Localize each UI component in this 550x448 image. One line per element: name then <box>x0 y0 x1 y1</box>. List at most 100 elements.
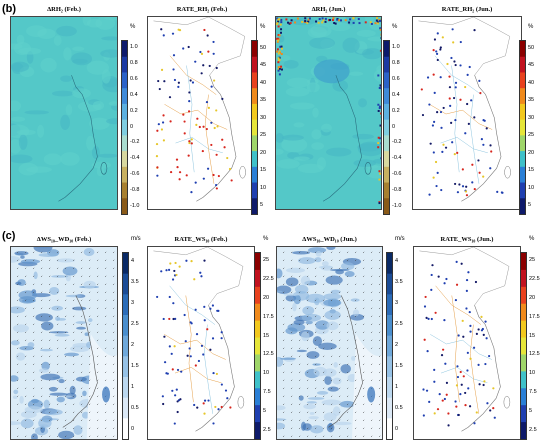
edge-noise <box>278 67 281 70</box>
wind-vector <box>354 331 357 334</box>
wind-vector <box>104 379 107 382</box>
wind-vector <box>104 371 107 374</box>
wind-vector <box>354 291 357 294</box>
station-point <box>217 174 220 178</box>
wind-vector <box>378 427 381 430</box>
wind-vector <box>64 339 67 342</box>
field-patch <box>332 406 341 417</box>
station-point <box>161 121 165 124</box>
wind-vector <box>32 427 35 430</box>
field-patch <box>277 422 286 430</box>
station-point <box>478 171 481 174</box>
station-point <box>203 28 206 32</box>
wind-vector <box>80 403 83 406</box>
sea-area <box>351 334 382 439</box>
wind-vector <box>16 411 19 414</box>
wind-vector <box>72 251 75 254</box>
wind-vector <box>338 411 341 414</box>
edge-noise <box>375 19 378 22</box>
wind-vector <box>56 419 59 422</box>
station-point <box>203 305 206 308</box>
field-patch <box>358 98 368 108</box>
field-patch <box>306 82 320 93</box>
wind-vector <box>338 371 341 374</box>
wind-vector <box>104 411 107 414</box>
colorbar-tick-label: 45 <box>528 62 535 69</box>
edge-noise <box>315 20 318 23</box>
wind-vector <box>282 251 285 254</box>
colorbar-tick-label: 4 <box>395 258 399 265</box>
field-patch <box>18 134 28 150</box>
colorbar-tick-label: 15 <box>529 332 536 339</box>
wind-vector <box>16 435 19 438</box>
wind-vector <box>378 259 381 262</box>
wind-vector <box>56 251 59 254</box>
wind-vector <box>290 347 293 350</box>
edge-noise <box>285 18 288 21</box>
wind-vector <box>322 403 325 406</box>
colorbar-tick-label: 0.5 <box>395 404 403 411</box>
edge-noise <box>336 18 339 21</box>
wind-vector <box>290 267 293 270</box>
wind-vector <box>354 283 357 286</box>
wind-vector <box>56 403 59 406</box>
wind-vector <box>362 283 365 286</box>
wind-vector <box>346 435 349 438</box>
station-point <box>162 139 166 142</box>
wind-vector <box>96 275 99 278</box>
edge-noise <box>277 61 280 64</box>
field-patch <box>26 166 52 173</box>
field-patch <box>72 306 87 311</box>
colorbar-segment <box>387 356 392 378</box>
edge-noise <box>277 57 280 60</box>
wind-vector <box>322 387 325 390</box>
wind-vector <box>16 299 19 302</box>
wind-vector <box>354 355 357 358</box>
colorbar-segment <box>252 41 257 58</box>
colorbar-segment <box>255 354 260 372</box>
station-point <box>469 330 472 333</box>
field-patch <box>305 293 326 304</box>
wind-vector <box>24 403 27 406</box>
station-point <box>440 126 443 129</box>
wind-vector <box>290 379 293 382</box>
station-point <box>173 269 176 273</box>
wind-vector <box>40 331 43 334</box>
colorbar-segment <box>387 315 392 337</box>
colorbar-c1 <box>122 252 129 440</box>
edge-noise <box>280 68 283 71</box>
field-patch <box>339 400 355 408</box>
station-point <box>211 337 215 340</box>
station-point <box>206 167 210 170</box>
station-point <box>161 395 164 398</box>
field-patch <box>279 357 297 360</box>
wind-vector <box>104 251 107 254</box>
station-point <box>156 174 159 177</box>
field-patch <box>281 137 308 153</box>
colorbar-segment <box>252 88 257 105</box>
field-patch <box>340 364 351 374</box>
colorbar-tick-label: 12.5 <box>263 351 274 358</box>
wind-vector <box>80 331 83 334</box>
colorbar-segment <box>384 198 389 214</box>
colorbar-tick-label: 0 <box>130 123 134 130</box>
edge-noise <box>334 22 337 25</box>
station-point <box>182 47 185 50</box>
colorbar-tick-label: 4 <box>131 258 135 265</box>
station-point <box>471 163 474 166</box>
wind-vector <box>96 299 99 302</box>
station-point <box>188 99 191 103</box>
colorbar-segment <box>122 103 127 121</box>
station-point <box>450 121 453 124</box>
wind-vector <box>16 331 19 334</box>
field-patch <box>333 362 338 368</box>
wind-vector <box>16 315 19 318</box>
wind-vector <box>80 283 83 286</box>
colorbar-tick-label: 0.5 <box>131 404 139 411</box>
edge-noise <box>381 74 382 76</box>
taiwan-outline <box>367 386 376 403</box>
colorbar-segment <box>521 337 526 355</box>
wind-vector <box>298 307 301 310</box>
edge-noise <box>376 22 379 25</box>
field-patch <box>40 373 61 381</box>
